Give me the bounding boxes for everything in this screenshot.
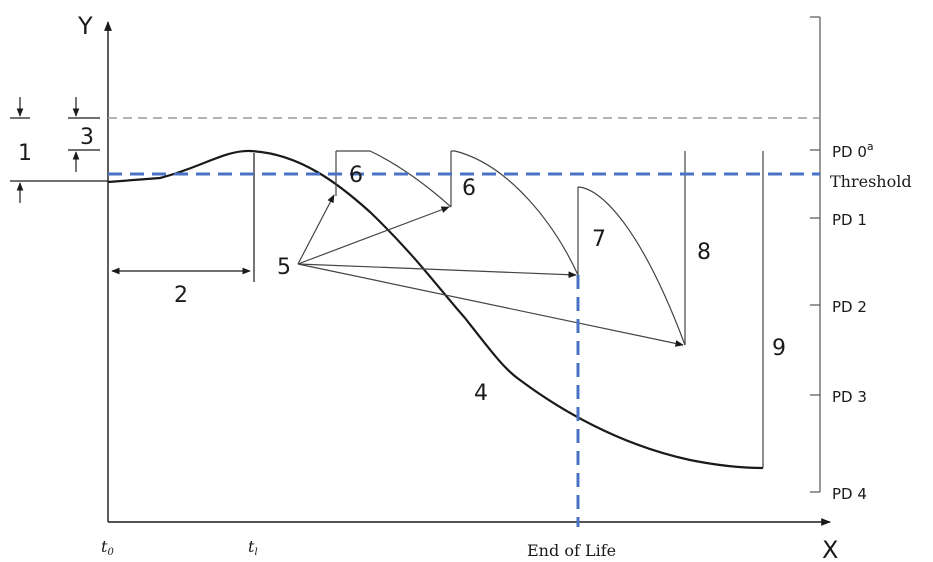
arrow-5-to-7 (297, 263, 577, 279)
t0-label: t0 (101, 537, 114, 558)
tl-label: tl (248, 537, 258, 558)
recovery-curve-6a (336, 150, 452, 208)
recovery-curve-7 (577, 186, 686, 346)
arrow-5-to-6b (297, 206, 450, 265)
x-axis-label: X (822, 536, 838, 562)
end-of-life-label: End of Life (527, 541, 616, 560)
arrow-5-to-8 (297, 263, 684, 347)
pd-3-label: PD 3 (832, 388, 867, 406)
marker-5: 5 (277, 255, 291, 280)
degradation-curve (107, 149, 764, 470)
pd-2-label: PD 2 (832, 298, 867, 316)
y-axis-label: Y (77, 12, 93, 40)
threshold-label: Threshold (830, 172, 912, 191)
marker-6a: 6 (349, 163, 363, 188)
marker-8: 8 (697, 240, 711, 265)
marker-4: 4 (474, 381, 488, 406)
marker-6b: 6 (462, 176, 476, 201)
pd-4-label: PD 4 (832, 485, 867, 503)
marker-9: 9 (772, 336, 786, 361)
recovery-curve-6b (451, 150, 579, 276)
marker-2: 2 (174, 283, 188, 308)
arrow-5-to-6a (297, 194, 335, 265)
marker-3: 3 (80, 125, 94, 150)
pd-1-label: PD 1 (832, 211, 867, 229)
pd-0-label: PD 0a (832, 140, 874, 161)
marker-1: 1 (18, 141, 32, 166)
marker-7: 7 (592, 227, 606, 252)
